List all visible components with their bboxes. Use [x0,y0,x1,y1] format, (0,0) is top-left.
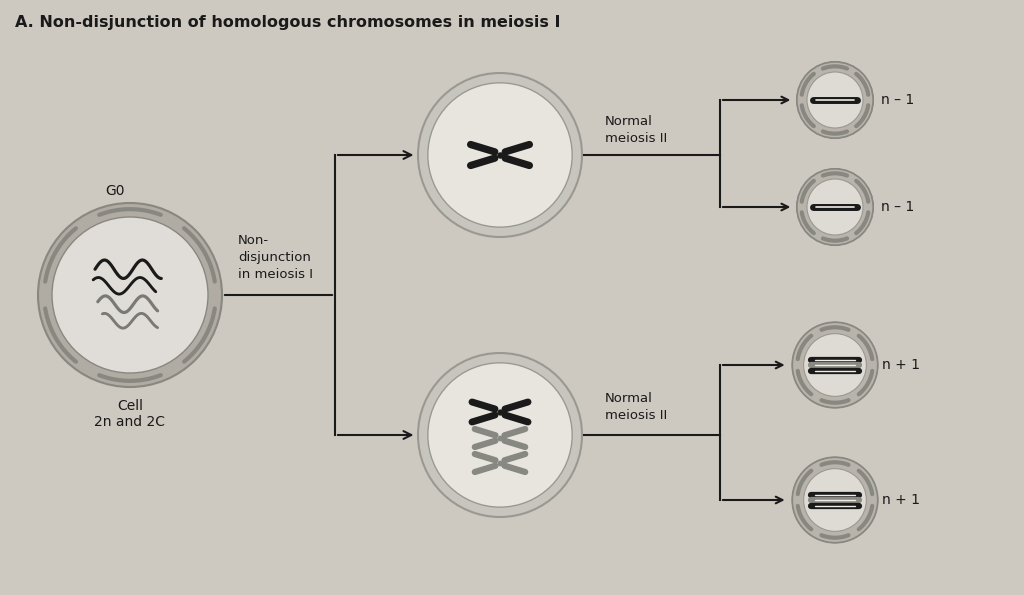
Circle shape [797,169,873,245]
Text: Non-
disjunction
in meiosis I: Non- disjunction in meiosis I [238,233,313,280]
Text: A. Non-disjunction of homologous chromosomes in meiosis I: A. Non-disjunction of homologous chromos… [15,15,560,30]
Circle shape [804,334,866,396]
Circle shape [804,469,866,531]
Circle shape [807,72,863,128]
Text: Normal
meiosis II: Normal meiosis II [605,115,668,145]
Circle shape [807,179,863,235]
Circle shape [807,72,863,128]
Text: n – 1: n – 1 [881,200,913,214]
Circle shape [797,169,873,245]
Text: n + 1: n + 1 [883,493,921,507]
Text: G0: G0 [105,184,125,198]
Circle shape [807,179,863,235]
Text: n + 1: n + 1 [883,358,921,372]
Circle shape [804,334,866,396]
Circle shape [418,353,582,517]
Circle shape [793,322,878,408]
Circle shape [804,469,866,531]
Circle shape [797,62,873,138]
Circle shape [428,363,572,507]
Circle shape [428,83,572,227]
Circle shape [52,217,208,373]
Circle shape [793,322,878,408]
Circle shape [797,62,873,138]
Text: n – 1: n – 1 [881,93,913,107]
Text: Normal
meiosis II: Normal meiosis II [605,392,668,422]
Circle shape [38,203,222,387]
Circle shape [793,458,878,543]
Text: Cell
2n and 2C: Cell 2n and 2C [94,399,166,429]
Circle shape [418,73,582,237]
Circle shape [793,458,878,543]
